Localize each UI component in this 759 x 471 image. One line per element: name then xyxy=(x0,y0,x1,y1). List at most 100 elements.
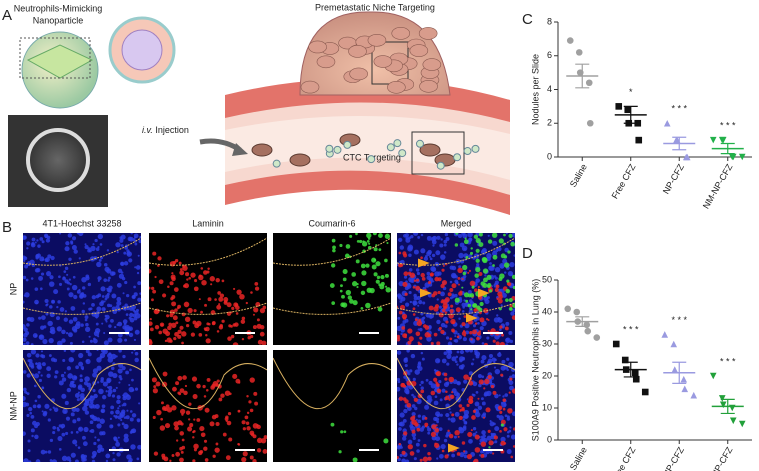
signal xyxy=(120,419,123,422)
signal xyxy=(152,289,157,294)
signal xyxy=(498,277,503,281)
signal xyxy=(120,261,125,267)
signal xyxy=(413,249,419,255)
signal xyxy=(98,388,104,395)
column-label: Merged xyxy=(441,218,472,228)
signal xyxy=(39,287,43,291)
signal xyxy=(413,296,419,301)
signal xyxy=(219,293,225,298)
signal xyxy=(472,460,476,462)
signal xyxy=(120,271,124,274)
signal xyxy=(440,283,445,289)
signal xyxy=(476,331,482,336)
signal xyxy=(92,243,95,246)
signal xyxy=(212,454,216,458)
signal xyxy=(409,300,413,304)
signal xyxy=(435,411,441,417)
signal xyxy=(116,296,122,302)
signal xyxy=(414,406,418,411)
signal xyxy=(487,329,490,332)
signal xyxy=(449,394,455,400)
signal xyxy=(58,275,61,279)
signal xyxy=(137,254,140,257)
signal xyxy=(134,266,137,269)
signal xyxy=(459,408,463,412)
signal xyxy=(193,286,199,292)
signal xyxy=(402,418,407,423)
signal xyxy=(25,341,30,345)
signal xyxy=(481,355,487,361)
signal xyxy=(474,273,479,278)
signal xyxy=(471,285,475,289)
signal xyxy=(496,297,499,301)
signal xyxy=(122,402,127,407)
signal xyxy=(416,278,420,282)
signal xyxy=(436,388,442,394)
signal xyxy=(349,299,354,304)
signal xyxy=(383,438,389,444)
signal xyxy=(369,287,375,294)
signal xyxy=(344,253,350,259)
y-tick-label: 20 xyxy=(542,370,552,380)
signal xyxy=(227,336,232,341)
signal xyxy=(401,458,406,462)
signal xyxy=(408,253,412,257)
signal xyxy=(433,306,439,312)
signal xyxy=(500,365,506,371)
tumor-cell xyxy=(373,55,393,68)
signal xyxy=(497,352,502,358)
signal xyxy=(29,411,32,415)
signal xyxy=(216,379,220,383)
signal xyxy=(83,454,87,459)
signal xyxy=(189,423,194,428)
signal xyxy=(46,271,52,277)
signal xyxy=(35,256,39,260)
signal xyxy=(407,372,411,376)
signal xyxy=(331,263,336,268)
signal xyxy=(118,405,121,408)
signal xyxy=(470,362,474,366)
signal xyxy=(95,247,100,251)
signal xyxy=(499,341,505,345)
signal xyxy=(444,377,448,381)
signal xyxy=(93,330,100,337)
signal xyxy=(226,302,232,308)
signal xyxy=(80,292,85,296)
signal xyxy=(68,319,74,324)
signal xyxy=(218,397,223,402)
micrograph xyxy=(397,233,515,345)
signal xyxy=(139,236,141,239)
signal xyxy=(339,289,343,293)
signal xyxy=(115,242,121,248)
signal xyxy=(355,259,360,264)
arrow xyxy=(448,443,460,453)
signal xyxy=(192,320,197,325)
signal xyxy=(117,337,123,343)
signal xyxy=(329,283,335,288)
signal xyxy=(171,295,176,299)
signal xyxy=(398,310,403,315)
signal xyxy=(499,429,502,433)
signal xyxy=(492,452,495,455)
signal xyxy=(397,455,399,460)
signal xyxy=(434,442,440,449)
signal xyxy=(134,357,139,363)
data-point xyxy=(683,153,691,161)
signal xyxy=(115,409,120,415)
signal xyxy=(416,271,421,276)
signal xyxy=(429,273,433,277)
signal xyxy=(84,245,89,250)
signal xyxy=(107,357,114,363)
signal xyxy=(172,260,177,265)
signal xyxy=(84,318,88,322)
signal xyxy=(420,272,425,278)
signal xyxy=(105,453,111,459)
signal xyxy=(58,448,62,451)
signal xyxy=(168,322,172,327)
signal xyxy=(124,280,128,285)
signal xyxy=(443,251,447,254)
signal xyxy=(365,263,370,268)
signal xyxy=(85,322,89,327)
signal xyxy=(115,386,118,389)
